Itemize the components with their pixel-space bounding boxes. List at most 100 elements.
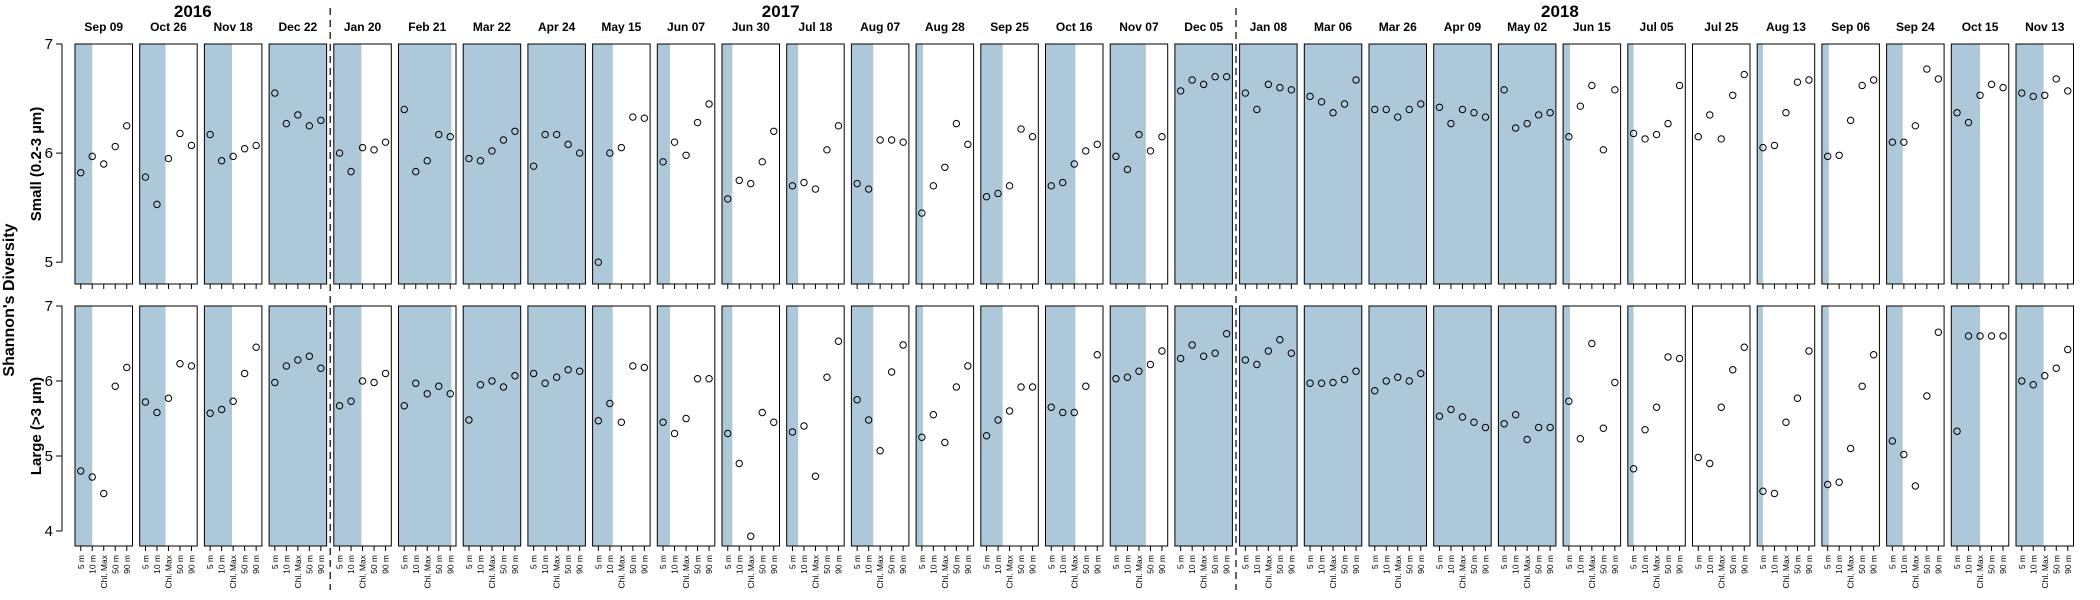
data-point bbox=[1546, 109, 1554, 117]
mixed-layer-shading bbox=[463, 44, 521, 284]
data-point bbox=[1611, 378, 1619, 387]
y-axis-title: Shannon's Diversity bbox=[1, 223, 18, 376]
x-tick-label: Chl. Max bbox=[163, 554, 173, 588]
x-tick-label: 10 m bbox=[1252, 555, 1262, 574]
data-point bbox=[918, 209, 926, 217]
data-point bbox=[1082, 147, 1090, 155]
data-point bbox=[400, 105, 408, 114]
x-tick-label: 50 m bbox=[369, 555, 379, 574]
mixed-layer-shading bbox=[592, 44, 613, 284]
x-tick-label: 10 m bbox=[864, 555, 874, 574]
data-point bbox=[1793, 394, 1802, 402]
mixed-layer-shading bbox=[1174, 306, 1233, 546]
data-point bbox=[899, 341, 907, 349]
data-point bbox=[1287, 349, 1296, 357]
data-point bbox=[111, 142, 119, 151]
x-tick-label: 90 m bbox=[833, 555, 843, 574]
data-point bbox=[1964, 332, 1973, 340]
data-point bbox=[529, 162, 538, 170]
data-point bbox=[77, 169, 85, 177]
mixed-layer-shading bbox=[786, 306, 799, 546]
data-point bbox=[1059, 408, 1067, 417]
y-axes: 5 6 7 4 5 6 7 bbox=[45, 36, 63, 540]
data-point bbox=[1835, 151, 1843, 159]
panel-date-label: Jul 18 bbox=[798, 20, 832, 34]
x-tick-label: 90 m bbox=[1416, 555, 1426, 574]
data-point bbox=[488, 147, 496, 155]
x-tick-label: 50 m bbox=[757, 555, 767, 574]
x-tick-label: 50 m bbox=[1987, 555, 1997, 574]
data-point bbox=[670, 429, 679, 438]
mixed-layer-shading bbox=[1498, 44, 1556, 284]
mixed-layer-shading bbox=[1045, 306, 1076, 546]
data-point bbox=[1500, 420, 1508, 428]
x-tick-label: 5 m bbox=[1240, 555, 1250, 569]
mixed-layer-shading bbox=[75, 44, 93, 284]
mixed-layer-shading bbox=[1433, 44, 1492, 284]
data-point bbox=[1953, 109, 1961, 117]
panel-date-label: Jun 30 bbox=[732, 20, 770, 34]
mixed-layer-shading bbox=[1239, 306, 1298, 546]
data-point bbox=[541, 379, 549, 387]
panel-date-label: May 15 bbox=[601, 20, 641, 34]
data-point bbox=[1782, 418, 1790, 426]
x-tick-label: 50 m bbox=[1016, 555, 1026, 574]
data-point bbox=[1576, 102, 1585, 110]
x-tick-label: 10 m bbox=[670, 555, 680, 574]
x-tick-label: Chl. Max bbox=[746, 554, 756, 588]
panel-date-label: Apr 24 bbox=[538, 20, 576, 34]
panel-date-label: Mar 06 bbox=[1314, 20, 1352, 34]
data-point bbox=[575, 367, 584, 375]
x-tick-label: 90 m bbox=[1545, 555, 1555, 574]
mixed-layer-shading bbox=[722, 306, 733, 546]
data-point bbox=[305, 352, 314, 360]
data-point bbox=[1888, 437, 1897, 445]
data-point bbox=[606, 149, 614, 157]
x-tick-label: Chl. Max bbox=[2040, 554, 2050, 588]
x-tick-label: 50 m bbox=[1210, 555, 1220, 574]
panel-date-label: Jun 07 bbox=[667, 20, 705, 34]
data-point bbox=[1458, 413, 1467, 421]
data-point bbox=[1740, 70, 1748, 79]
data-point bbox=[834, 122, 843, 130]
x-tick-label: 10 m bbox=[1122, 555, 1132, 574]
data-point bbox=[735, 176, 743, 185]
mixed-layer-shading bbox=[1951, 44, 1981, 284]
x-tick-label: 5 m bbox=[917, 555, 927, 569]
data-point bbox=[1382, 105, 1390, 114]
data-point bbox=[1858, 382, 1866, 390]
data-point bbox=[1987, 332, 1996, 340]
x-tick-label: 5 m bbox=[1111, 555, 1121, 569]
data-point bbox=[705, 100, 713, 108]
x-tick-label: 90 m bbox=[1480, 555, 1490, 574]
data-point bbox=[876, 447, 884, 455]
data-point bbox=[1005, 407, 1014, 415]
x-tick-label: 10 m bbox=[928, 555, 938, 574]
data-point bbox=[511, 127, 519, 135]
x-tick-label: 50 m bbox=[563, 555, 573, 574]
mixed-layer-shading bbox=[269, 306, 327, 546]
data-point bbox=[381, 138, 390, 146]
x-tick-label: 5 m bbox=[464, 555, 474, 569]
data-point bbox=[176, 129, 184, 138]
data-point bbox=[1264, 80, 1273, 89]
data-point bbox=[446, 133, 454, 141]
data-point bbox=[2029, 381, 2037, 389]
data-point bbox=[1576, 435, 1585, 443]
x-tick-label: 5 m bbox=[1046, 555, 1056, 569]
x-tick-label: 10 m bbox=[475, 555, 485, 574]
data-point bbox=[929, 411, 938, 419]
y-tick-label: 5 bbox=[45, 254, 53, 271]
data-point bbox=[88, 473, 96, 481]
data-point bbox=[335, 402, 344, 410]
data-point bbox=[1599, 424, 1608, 432]
x-tick-label: 10 m bbox=[1705, 555, 1715, 574]
data-point bbox=[282, 119, 291, 128]
x-tick-label: 10 m bbox=[1899, 555, 1909, 574]
data-point bbox=[1805, 76, 1813, 84]
data-point bbox=[617, 143, 626, 152]
panel-date-label: Sep 06 bbox=[1831, 20, 1870, 34]
x-tick-label: Chl. Max bbox=[1005, 554, 1015, 588]
data-point bbox=[1287, 86, 1296, 94]
data-point bbox=[564, 366, 572, 374]
